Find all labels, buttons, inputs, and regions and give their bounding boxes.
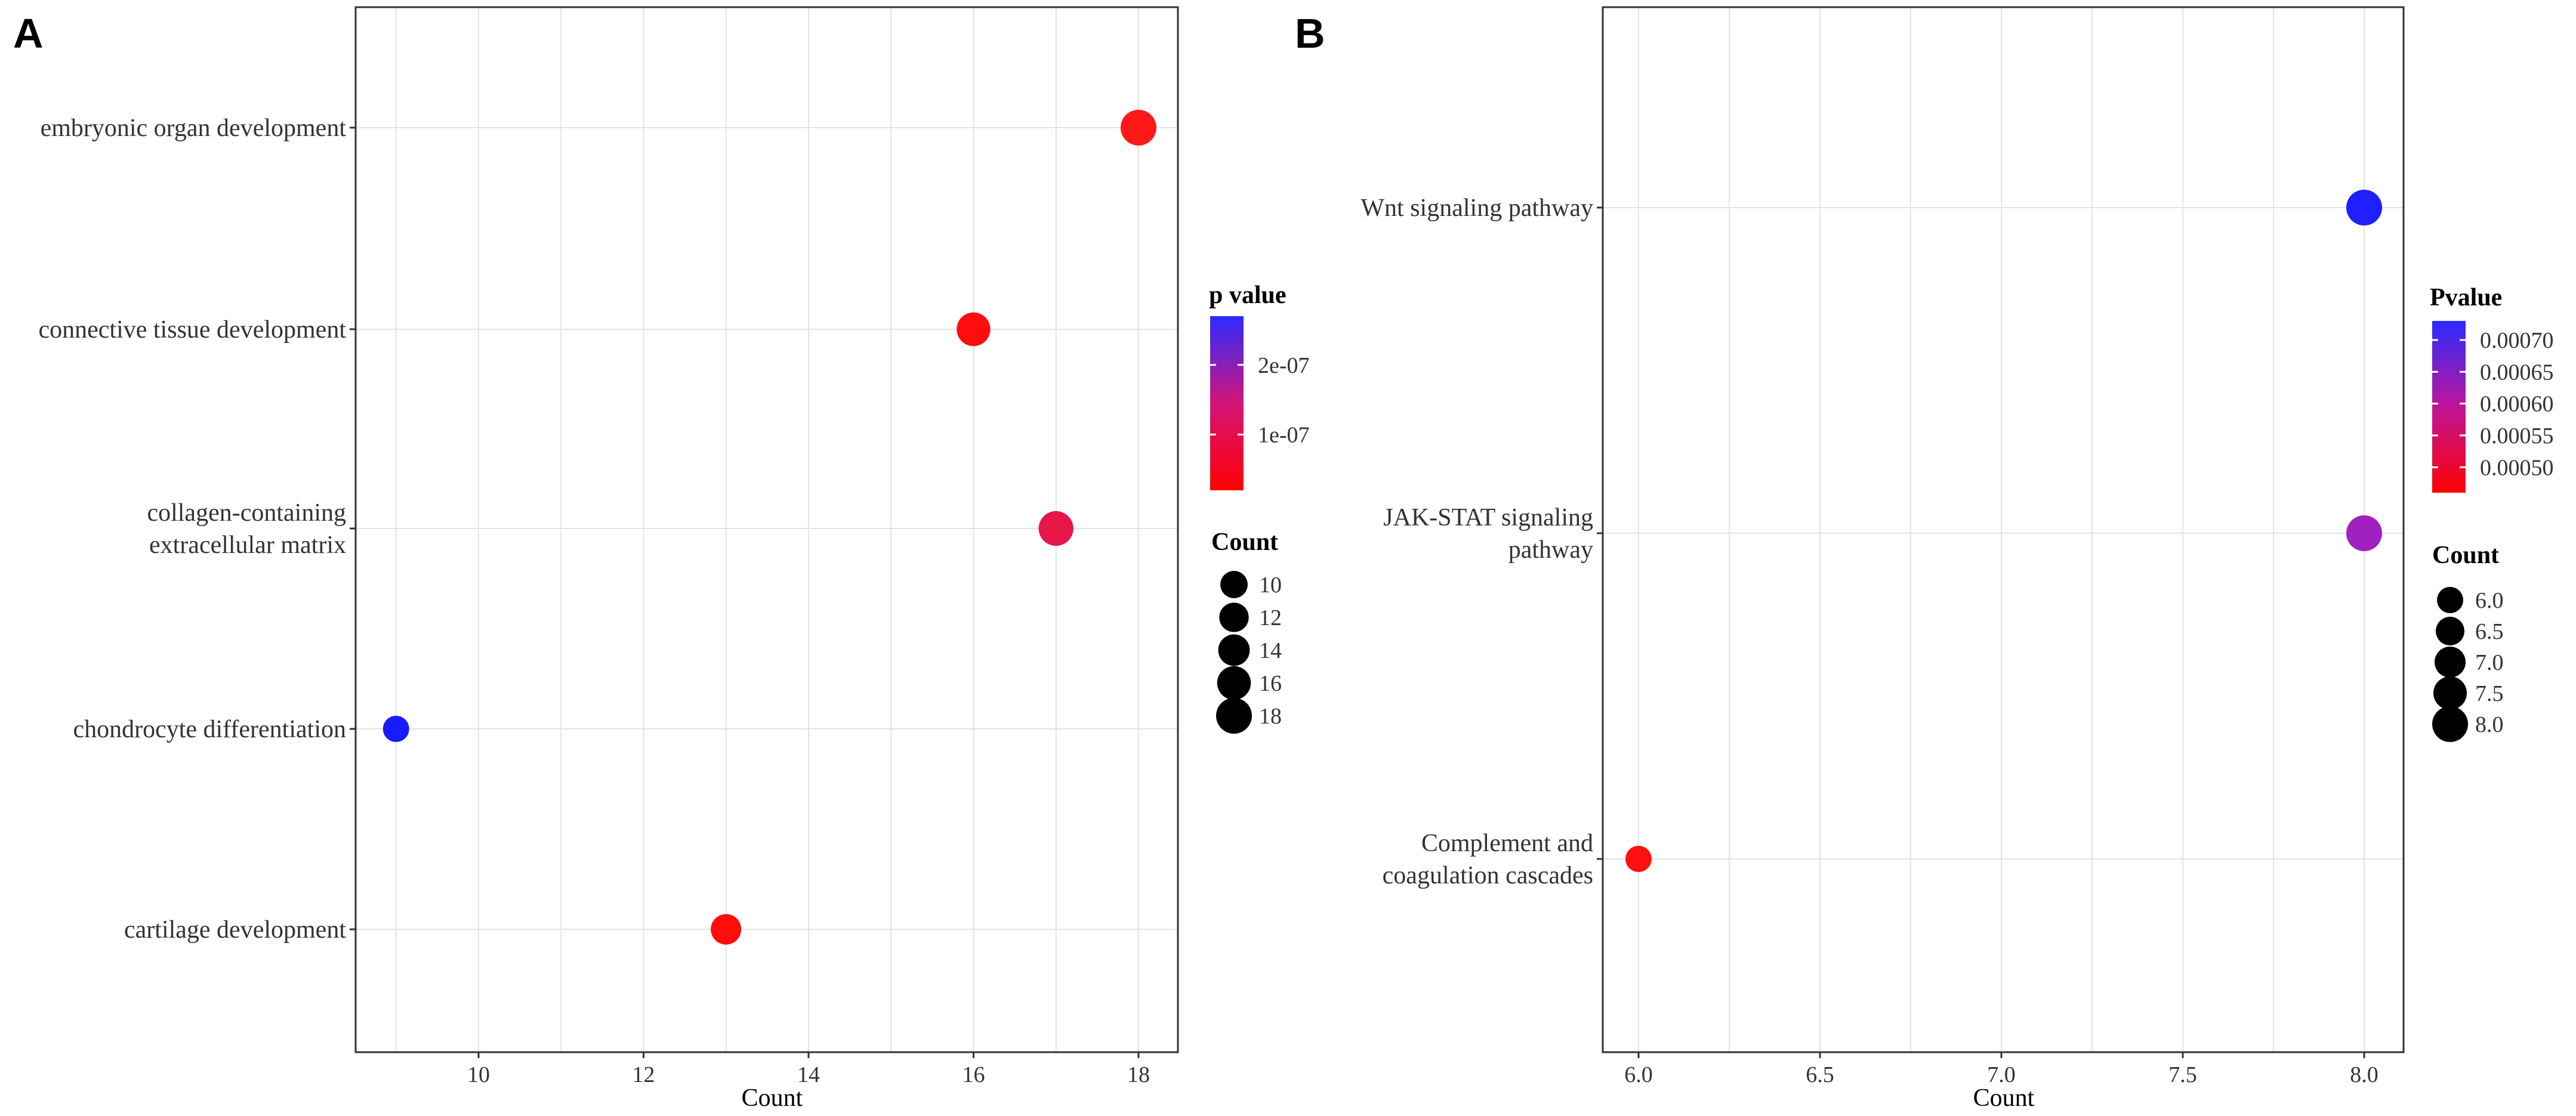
size-legend-label: 14: [1259, 638, 1282, 663]
y-category-label: extracellular matrix: [149, 531, 346, 559]
size-legend-label: 16: [1259, 671, 1282, 696]
y-category-label: embryonic organ development: [41, 115, 347, 142]
y-category-label: Complement and: [1421, 830, 1593, 857]
x-axis-title: Count: [1973, 1084, 2035, 1112]
size-legend-dot: [2436, 617, 2464, 645]
data-points: [1625, 190, 2382, 872]
color-tick-label: 0.00060: [2480, 392, 2554, 417]
x-tick-label: 18: [1127, 1062, 1150, 1087]
size-legend-label: 12: [1259, 605, 1282, 630]
y-category-label: Wnt signaling pathway: [1361, 194, 1593, 222]
size-legend-label: 6.5: [2475, 619, 2504, 644]
color-tick-label: 0.00055: [2480, 423, 2554, 449]
panel-label-a: A: [13, 10, 44, 57]
size-legend-label: 8.0: [2475, 712, 2504, 737]
color-tick-label: 1e-07: [1258, 423, 1310, 448]
x-axis-title: Count: [742, 1084, 803, 1112]
y-category-label: connective tissue development: [38, 316, 346, 344]
y-axis-labels: embryonic organ development connective ti…: [38, 115, 356, 944]
y-category-label: pathway: [1508, 536, 1593, 564]
color-legend-title: p value: [1209, 282, 1287, 309]
x-gridlines: [1638, 7, 2365, 1052]
size-legend-items: 6.0 6.5 7.0 7.5 8.0: [2432, 587, 2504, 742]
y-category-label: cartilage development: [124, 916, 346, 944]
data-point: [711, 914, 742, 945]
x-tick-label: 10: [467, 1062, 490, 1087]
x-axis-ticks: 10 12 14 16 18: [467, 1052, 1150, 1087]
color-legend-ticks: 2e-07 1e-07: [1210, 353, 1310, 448]
size-legend-title: Count: [2432, 542, 2499, 569]
size-legend: Count 10 12 14 16 18: [1211, 528, 1282, 734]
size-legend-label: 7.5: [2475, 681, 2504, 706]
panel-b: B Wnt signaling pathway JAK-STAT signalin…: [1295, 6, 2554, 1112]
size-legend-label: 7.0: [2475, 650, 2504, 675]
panel-label-b: B: [1295, 10, 1325, 57]
color-tick-label: 0.00065: [2480, 360, 2554, 385]
size-legend-dot: [1218, 634, 1250, 666]
size-legend: Count 6.0 6.5 7.0 7.5 8.0: [2432, 542, 2504, 742]
data-point: [1625, 846, 1652, 872]
x-tick-label: 7.0: [1987, 1062, 2016, 1087]
color-legend-ticks: 0.00070 0.00065 0.00060 0.00055 0.00050: [2432, 328, 2554, 480]
data-point: [1038, 511, 1073, 546]
color-tick-label: 0.00050: [2480, 455, 2554, 480]
size-legend-items: 10 12 14 16 18: [1216, 571, 1282, 734]
size-legend-dot: [1219, 602, 1249, 632]
x-gridlines: [395, 7, 1139, 1052]
size-legend-dot: [2433, 676, 2467, 710]
color-legend-bar: [2432, 321, 2466, 493]
color-tick-label: 0.00070: [2480, 328, 2554, 353]
color-legend-bar: [1210, 316, 1244, 490]
x-axis-ticks: 6.0 6.5 7.0 7.5 8.0: [1624, 1052, 2378, 1087]
x-tick-label: 6.0: [1624, 1062, 1653, 1087]
size-legend-dot: [1216, 698, 1252, 734]
y-category-label: JAK-STAT signaling: [1383, 504, 1593, 531]
data-point: [382, 716, 409, 742]
data-points: [382, 110, 1156, 945]
y-category-label: chondrocyte differentiation: [73, 716, 346, 743]
y-category-label: collagen-containing: [147, 499, 346, 527]
data-point: [957, 312, 991, 347]
data-point: [1121, 110, 1156, 146]
size-legend-label: 18: [1259, 704, 1282, 729]
color-legend: p value 2e-07 1e-07: [1209, 282, 1310, 490]
plot-frame: [1602, 6, 2405, 1053]
size-legend-dot: [2437, 587, 2463, 613]
x-tick-label: 14: [797, 1062, 820, 1087]
color-tick-label: 2e-07: [1258, 353, 1310, 378]
y-gridlines: [1603, 207, 2404, 860]
size-legend-label: 6.0: [2475, 588, 2504, 613]
size-legend-dot: [1220, 571, 1248, 598]
color-legend: Pvalue 0.000700.000650.000600.000550.000…: [2430, 284, 2554, 493]
size-legend-dot: [2432, 706, 2468, 742]
panel-a: A embryonic organ development connective …: [13, 6, 1310, 1112]
x-tick-label: 12: [633, 1062, 655, 1087]
plot-frame: [354, 6, 1179, 1053]
size-legend-dot: [2435, 647, 2466, 678]
data-point: [2346, 190, 2382, 225]
size-legend-dot: [1217, 666, 1251, 700]
y-category-label: coagulation cascades: [1383, 862, 1593, 889]
data-point: [2346, 515, 2382, 551]
size-legend-title: Count: [1211, 528, 1278, 556]
color-legend-title: Pvalue: [2430, 284, 2502, 311]
y-axis-labels: Wnt signaling pathway JAK-STAT signaling p…: [1361, 194, 1603, 889]
x-tick-label: 16: [962, 1062, 985, 1087]
x-tick-label: 7.5: [2168, 1062, 2197, 1087]
size-legend-label: 10: [1259, 573, 1282, 598]
x-tick-label: 6.5: [1806, 1062, 1834, 1087]
x-tick-label: 8.0: [2350, 1062, 2378, 1087]
